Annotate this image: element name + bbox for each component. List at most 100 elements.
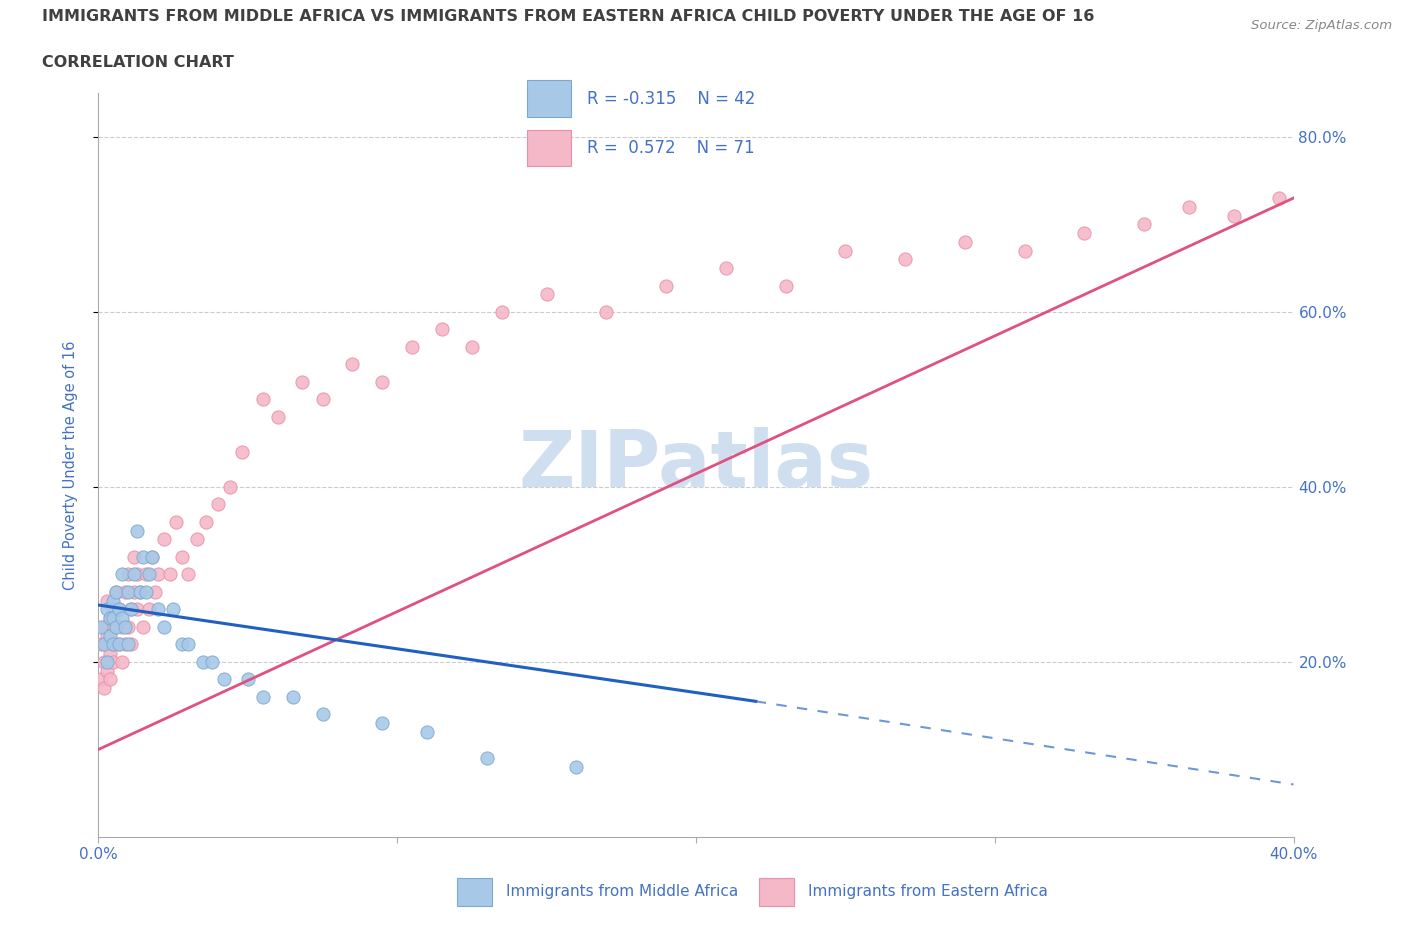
Point — [135, 584, 157, 599]
Point — [311, 392, 333, 406]
Point — [96, 663, 118, 678]
Point — [834, 243, 856, 258]
Point — [120, 602, 142, 617]
Point — [153, 619, 176, 634]
Point — [252, 689, 274, 704]
Point — [103, 593, 125, 608]
Point — [103, 602, 125, 617]
Point — [491, 304, 513, 319]
Point — [117, 637, 139, 652]
Point — [124, 550, 146, 565]
Point — [105, 619, 128, 634]
Point — [953, 234, 976, 249]
Point — [114, 584, 136, 599]
Bar — [457, 879, 492, 906]
Point — [430, 322, 453, 337]
Point — [96, 629, 118, 644]
Point — [96, 655, 118, 670]
Point — [1223, 208, 1246, 223]
Point — [231, 445, 253, 459]
Point — [129, 584, 152, 599]
Point — [100, 672, 122, 687]
Point — [371, 375, 394, 390]
Text: R =  0.572    N = 71: R = 0.572 N = 71 — [588, 139, 755, 157]
Point — [90, 637, 112, 652]
Point — [775, 278, 797, 293]
Point — [475, 751, 498, 765]
Point — [124, 567, 146, 582]
Point — [141, 550, 163, 565]
Point — [281, 689, 304, 704]
Point — [148, 567, 170, 582]
Point — [461, 339, 484, 354]
Point — [207, 497, 229, 512]
Point — [291, 375, 314, 390]
Point — [124, 584, 146, 599]
Point — [172, 637, 194, 652]
Point — [90, 672, 112, 687]
Point — [595, 304, 617, 319]
Point — [111, 567, 134, 582]
Point — [114, 619, 136, 634]
Point — [100, 645, 122, 660]
Point — [93, 655, 115, 670]
Point — [127, 524, 149, 538]
Point — [201, 655, 224, 670]
Point — [159, 567, 181, 582]
Point — [105, 584, 128, 599]
Text: R = -0.315    N = 42: R = -0.315 N = 42 — [588, 89, 756, 108]
Point — [1073, 226, 1095, 241]
Text: CORRELATION CHART: CORRELATION CHART — [42, 55, 233, 70]
Point — [714, 260, 737, 275]
Point — [212, 672, 235, 687]
Point — [162, 602, 184, 617]
Point — [111, 611, 134, 626]
Point — [1267, 191, 1289, 206]
Point — [108, 637, 131, 652]
Point — [100, 611, 122, 626]
Point — [177, 637, 200, 652]
Text: Source: ZipAtlas.com: Source: ZipAtlas.com — [1251, 19, 1392, 32]
Point — [186, 532, 208, 547]
Point — [127, 602, 149, 617]
Point — [103, 655, 125, 670]
Point — [93, 681, 115, 696]
Point — [103, 637, 125, 652]
Text: IMMIGRANTS FROM MIDDLE AFRICA VS IMMIGRANTS FROM EASTERN AFRICA CHILD POVERTY UN: IMMIGRANTS FROM MIDDLE AFRICA VS IMMIGRA… — [42, 9, 1094, 24]
Point — [117, 619, 139, 634]
Point — [103, 611, 125, 626]
Point — [311, 707, 333, 722]
Point — [129, 584, 152, 599]
Point — [120, 602, 142, 617]
Point — [191, 655, 214, 670]
Point — [252, 392, 274, 406]
Point — [117, 584, 139, 599]
Point — [105, 584, 128, 599]
Point — [100, 629, 122, 644]
Bar — [759, 879, 794, 906]
Point — [114, 637, 136, 652]
Point — [138, 567, 160, 582]
Point — [267, 409, 290, 424]
Point — [96, 593, 118, 608]
Point — [103, 637, 125, 652]
Point — [1178, 199, 1201, 214]
Point — [93, 637, 115, 652]
Point — [153, 532, 176, 547]
Point — [655, 278, 678, 293]
Point — [401, 339, 423, 354]
Point — [105, 619, 128, 634]
Point — [120, 637, 142, 652]
Point — [108, 602, 131, 617]
Point — [172, 550, 194, 565]
Point — [371, 716, 394, 731]
Point — [135, 567, 157, 582]
Point — [138, 602, 160, 617]
Point — [219, 480, 242, 495]
Point — [96, 602, 118, 617]
Text: Immigrants from Eastern Africa: Immigrants from Eastern Africa — [808, 884, 1049, 899]
Point — [100, 611, 122, 626]
Point — [111, 619, 134, 634]
Point — [165, 514, 187, 529]
Point — [143, 584, 166, 599]
